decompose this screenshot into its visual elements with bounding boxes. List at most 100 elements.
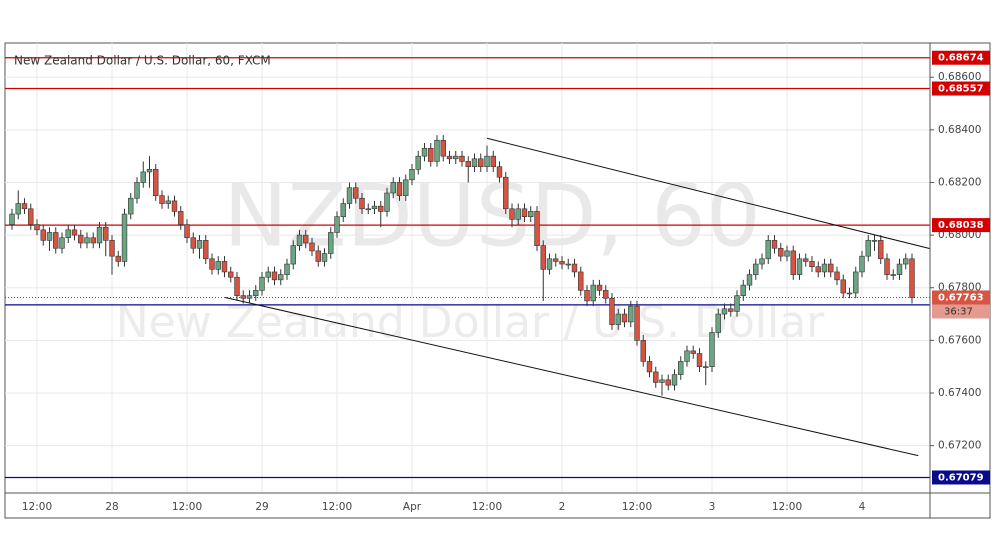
candle-body — [353, 187, 359, 199]
candle-body — [209, 258, 215, 270]
candle-body — [53, 232, 59, 249]
candle-body — [546, 258, 553, 270]
candle-body — [709, 332, 715, 367]
candle-body — [228, 271, 234, 278]
level-label: 0.68038 — [938, 220, 984, 231]
axes: 0.672000.674000.676000.678000.680000.682… — [22, 50, 990, 513]
candle-body — [521, 208, 528, 217]
candle-body — [90, 237, 96, 244]
candle-body — [746, 274, 753, 286]
candle-body — [246, 295, 253, 299]
y-tick-label: 0.68400 — [938, 124, 981, 136]
candle-body — [771, 240, 778, 249]
candle-body — [659, 379, 665, 383]
level-label-box — [932, 50, 990, 65]
candle-body — [859, 255, 865, 273]
candle-body — [596, 284, 603, 291]
candle-body — [265, 271, 271, 278]
candle-body — [159, 195, 165, 204]
candle-body — [653, 371, 659, 383]
candle-body — [171, 200, 178, 212]
candle-body — [40, 229, 46, 241]
candle-body — [603, 290, 609, 299]
candle-body — [665, 379, 671, 386]
x-tick-label: 4 — [859, 501, 866, 513]
candle-body — [428, 147, 434, 162]
x-tick-label: Apr — [403, 501, 422, 513]
candle-body — [865, 240, 871, 257]
candle-body — [509, 208, 515, 220]
candle-body — [871, 240, 878, 242]
x-tick-label: 12:00 — [772, 501, 802, 513]
candle-body — [315, 250, 321, 262]
candle-body — [28, 208, 34, 225]
candle-body — [721, 308, 728, 315]
candle-body — [153, 169, 159, 196]
candle-body — [640, 340, 646, 362]
candle-body — [215, 261, 221, 270]
candle-body — [96, 226, 103, 244]
candle-body — [121, 213, 128, 262]
candle-body — [253, 290, 259, 296]
x-tick-label: 12:00 — [622, 501, 652, 513]
candle-body — [15, 203, 21, 215]
candle-body — [115, 255, 121, 262]
plot — [5, 57, 930, 479]
candle-body — [59, 237, 65, 249]
candle-body — [196, 240, 203, 249]
candle-body — [409, 169, 415, 181]
candle-body — [103, 226, 109, 241]
countdown: 36:37 — [944, 306, 973, 317]
candle-body — [634, 305, 640, 341]
candle-body — [321, 253, 328, 262]
candle-body — [484, 155, 490, 167]
candle-body — [140, 171, 146, 183]
candle-body — [359, 197, 365, 210]
candle-body — [378, 205, 384, 212]
candle-body — [734, 295, 740, 312]
candle-body — [128, 197, 134, 215]
candle-body — [259, 276, 265, 291]
countdown-box — [932, 304, 990, 319]
y-tick-label: 0.67200 — [938, 440, 981, 452]
chart-title: New Zealand Dollar / U.S. Dollar, 60, FX… — [14, 54, 271, 68]
candle-body — [346, 187, 353, 204]
candle-body — [778, 247, 784, 257]
candle-body — [878, 240, 884, 260]
candle-body — [234, 276, 240, 296]
candle-body — [684, 350, 690, 362]
candle-body — [809, 261, 815, 267]
level-label: 0.68557 — [938, 84, 984, 95]
x-tick-label: 3 — [709, 501, 716, 513]
candle-body — [896, 263, 903, 275]
candle-body — [553, 258, 559, 262]
candle-body — [815, 266, 821, 273]
candle-body — [821, 263, 828, 273]
candle-body — [334, 216, 340, 233]
candle-body — [328, 232, 334, 254]
candle-body — [615, 313, 621, 325]
candle-body — [284, 263, 290, 275]
y-tick-label: 0.68200 — [938, 176, 981, 188]
candle-body — [840, 279, 846, 294]
candle-body — [421, 147, 428, 157]
candle-body — [584, 290, 590, 302]
candle-body — [740, 284, 746, 296]
candle-body — [365, 208, 371, 211]
candle-body — [184, 224, 190, 239]
candle-body — [828, 263, 834, 273]
frame — [4, 42, 991, 519]
candle-body — [678, 361, 684, 375]
watermark-symbol: NZDUSD, 60 — [223, 166, 760, 266]
candle-body — [671, 374, 678, 386]
x-tick-label: 12:00 — [322, 501, 352, 513]
candle-body — [765, 240, 771, 260]
candle-body — [9, 213, 15, 225]
candle-body — [134, 182, 140, 199]
candle-body — [478, 158, 484, 167]
candle-body — [303, 234, 309, 244]
candle-body — [571, 263, 578, 273]
candle-body — [340, 203, 346, 217]
candle-body — [696, 353, 703, 367]
candle-body — [628, 305, 634, 323]
